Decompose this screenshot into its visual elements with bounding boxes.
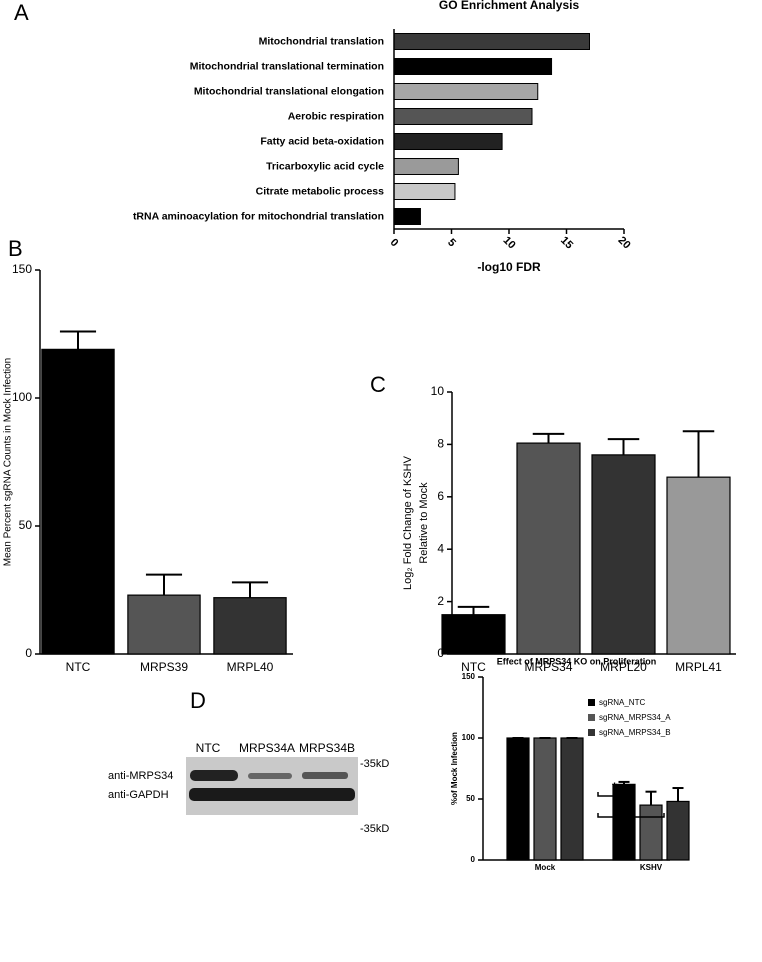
- x-tick-label: Mock: [535, 863, 556, 872]
- bar: [127, 594, 201, 655]
- y-tick-label: 8: [437, 437, 444, 451]
- bar: [533, 737, 557, 861]
- x-tick-label: 15: [558, 234, 575, 251]
- western-blot: NTC MRPS34A MRPS34B anti-MRPS34 anti-GAP…: [108, 741, 389, 835]
- x-tick-label: MRPL41: [675, 660, 722, 674]
- y-axis-label: Log₂ Fold Change of KSHV: [402, 455, 414, 590]
- legend-label: sgRNA_MRPS34_A: [599, 713, 671, 722]
- x-tick-label: 5: [445, 237, 458, 250]
- panel-label: C: [370, 372, 386, 397]
- x-axis-label: -log10 FDR: [477, 260, 541, 274]
- panel-label: D: [190, 688, 206, 713]
- bar: [393, 58, 553, 75]
- category-label: Mitochondrial translation: [259, 35, 384, 47]
- y-axis-label: Mean Percent sgRNA Counts in Mock Infect…: [3, 358, 14, 566]
- category-label: Tricarboxylic acid cycle: [266, 160, 384, 172]
- category-label: Fatty acid beta-oxidation: [260, 135, 384, 147]
- y-tick-label: 10: [431, 384, 445, 398]
- marker-label: -35kD: [360, 758, 389, 770]
- lane-label: NTC: [196, 741, 221, 755]
- bar: [666, 800, 690, 861]
- lane-label: MRPS34A: [239, 741, 295, 755]
- x-tick-label: MRPS34: [524, 660, 572, 674]
- significance-bracket: [597, 813, 665, 818]
- bar: [393, 83, 539, 100]
- y-tick-label: 4: [437, 541, 444, 555]
- x-tick-label: KSHV: [640, 863, 663, 872]
- lane-label: MRPS34B: [299, 741, 355, 755]
- blot-band: [190, 770, 238, 781]
- bar: [393, 133, 503, 150]
- row-label: anti-MRPS34: [108, 770, 173, 782]
- x-tick-label: NTC: [461, 660, 486, 674]
- bar: [393, 208, 421, 225]
- bar: [393, 33, 590, 50]
- bar: [516, 442, 581, 655]
- row-label: anti-GAPDH: [108, 789, 169, 801]
- y-tick-label: 2: [437, 594, 444, 608]
- y-tick-label: 6: [437, 489, 444, 503]
- blot-band: [302, 772, 348, 779]
- y-tick-label: 50: [466, 794, 475, 803]
- y-tick-label: 0: [437, 646, 444, 660]
- category-label: tRNA aminoacylation for mitochondrial tr…: [133, 210, 384, 222]
- y-tick-label: 0: [471, 855, 476, 864]
- category-label: Citrate metabolic process: [256, 185, 385, 197]
- y-tick-label: 50: [19, 518, 33, 532]
- annotation: *: [628, 800, 634, 815]
- y-tick-label: 0: [25, 646, 32, 660]
- x-tick-label: 10: [500, 234, 517, 251]
- panel-label: B: [8, 236, 23, 261]
- bar: [639, 804, 663, 861]
- marker-label: -35kD: [360, 823, 389, 835]
- y-tick-label: 150: [462, 672, 476, 681]
- legend-swatch: [588, 714, 595, 721]
- bar: [393, 183, 456, 200]
- legend-swatch: [588, 699, 595, 706]
- blot-image: [186, 757, 358, 815]
- y-axis-label: %of Mock Infection: [450, 732, 459, 805]
- x-tick-label: MRPS39: [140, 660, 188, 674]
- annotation: *: [612, 779, 618, 794]
- blot-band: [248, 773, 292, 779]
- significance-bracket: [597, 792, 632, 797]
- bar: [213, 597, 287, 655]
- x-tick-label: 20: [615, 234, 632, 251]
- bar: [666, 476, 731, 655]
- chart-title: GO Enrichment Analysis: [439, 0, 580, 12]
- y-axis-label: Relative to Mock: [418, 482, 430, 564]
- bar: [393, 158, 459, 175]
- bar: [591, 454, 656, 655]
- legend-label: sgRNA_MRPS34_B: [599, 728, 671, 737]
- x-tick-label: 0: [388, 237, 401, 250]
- chart-title: Effect of MRPS34 KO on Proliferation: [497, 656, 657, 666]
- category-label: Aerobic respiration: [288, 110, 384, 122]
- x-tick-label: MRPL40: [227, 660, 274, 674]
- category-label: Mitochondrial translational elongation: [194, 85, 384, 97]
- legend-label: sgRNA_NTC: [599, 698, 645, 707]
- y-tick-label: 100: [462, 733, 476, 742]
- y-tick-label: 100: [12, 390, 32, 404]
- x-tick-label: MRPL20: [600, 660, 647, 674]
- panel-label: A: [14, 0, 29, 25]
- bar: [393, 108, 533, 125]
- bar: [506, 737, 530, 861]
- y-tick-label: 150: [12, 262, 32, 276]
- bar: [41, 348, 115, 655]
- x-tick-label: NTC: [66, 660, 91, 674]
- bar: [441, 614, 506, 655]
- bar: [560, 737, 584, 861]
- legend-swatch: [588, 729, 595, 736]
- blot-band: [189, 788, 355, 801]
- category-label: Mitochondrial translational termination: [190, 60, 384, 72]
